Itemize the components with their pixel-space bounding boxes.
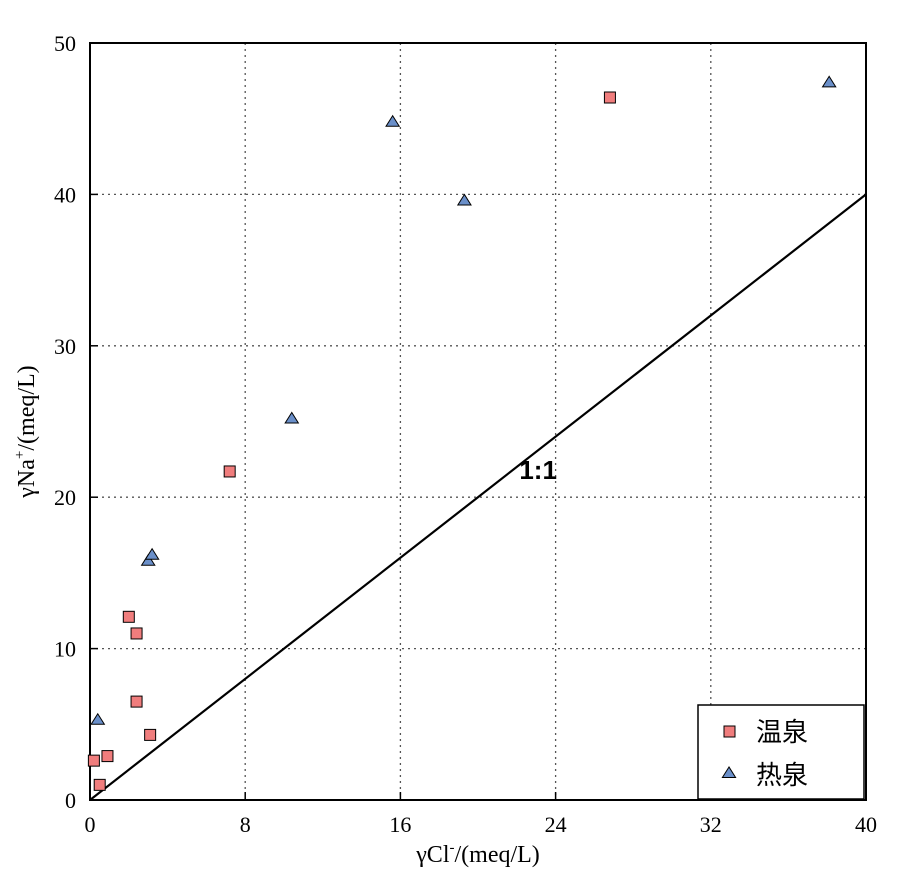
warm-spring-point-3: [122, 610, 135, 623]
y-axis-ticks: 0 10 20 30 40 50: [54, 31, 98, 813]
grid-lines: [90, 43, 866, 800]
hot-spring-point-6: [821, 75, 837, 88]
hot-spring-point-3: [284, 411, 300, 424]
hot-spring-point-2: [144, 547, 160, 560]
reference-line-1-1: [89, 193, 867, 801]
plot-frame: [89, 42, 867, 801]
y-tick-label-40: 40: [54, 182, 76, 207]
x-tick-label-32: 32: [700, 812, 722, 837]
legend-label-warm-spring: 温泉: [756, 718, 808, 748]
y-tick-label-50: 50: [54, 31, 76, 56]
warm-spring-point-1: [93, 778, 106, 791]
legend-marker-hot-spring-triangle: [721, 766, 737, 778]
x-axis-ticks: 0 8 16 24 32 40: [85, 792, 877, 837]
warm-spring-point-0: [87, 754, 100, 767]
warm-spring-point-5: [130, 695, 143, 708]
data-points: [87, 75, 837, 791]
y-axis-title: γNa+/(meq/L): [12, 365, 40, 498]
hot-spring-point-1: [140, 553, 156, 566]
y-tick-label-0: 0: [65, 788, 76, 813]
hot-spring-point-4: [385, 114, 401, 127]
legend-label-hot-spring: 热泉: [756, 761, 808, 791]
legend-box: [697, 704, 865, 800]
reference-line-label: 1:1: [519, 455, 557, 485]
warm-spring-point-4: [130, 627, 143, 640]
warm-spring-point-8: [603, 91, 616, 104]
y-tick-label-20: 20: [54, 485, 76, 510]
y-tick-label-10: 10: [54, 637, 76, 662]
legend-marker-hot-spring-square: [723, 725, 736, 738]
y-tick-label-30: 30: [54, 334, 76, 359]
warm-spring-point-7: [223, 465, 236, 478]
warm-spring-point-2: [101, 750, 114, 763]
x-axis-title: γCl-/(meq/L): [415, 840, 540, 868]
legend: 温泉 热泉: [697, 704, 865, 800]
x-tick-label-40: 40: [855, 812, 877, 837]
hot-spring-point-5: [456, 193, 472, 206]
x-tick-label-8: 8: [240, 812, 251, 837]
hot-spring-point-0: [90, 712, 106, 725]
warm-spring-point-6: [144, 728, 157, 741]
x-tick-label-16: 16: [389, 812, 411, 837]
x-tick-label-24: 24: [545, 812, 567, 837]
x-tick-label-0: 0: [85, 812, 96, 837]
